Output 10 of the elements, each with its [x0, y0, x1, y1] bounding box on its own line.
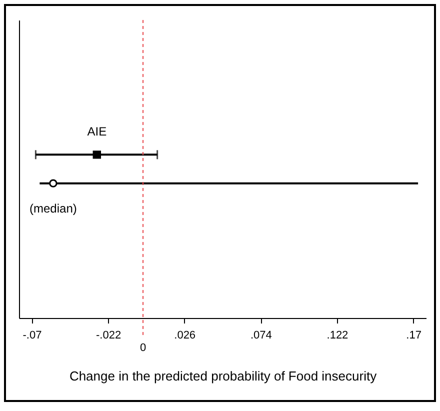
ref-line-label: 0 — [140, 342, 146, 354]
x-tick-label: -.07 — [22, 330, 42, 342]
series-label: (median) — [30, 201, 77, 216]
x-axis-title: Change in the predicted probability of Food insecurity — [69, 368, 378, 384]
x-tick-label: .122 — [326, 330, 348, 342]
x-tick-label: -.022 — [96, 330, 122, 342]
x-tick-label: .074 — [250, 330, 272, 342]
x-tick-label: .17 — [406, 330, 422, 342]
series-label: AIE — [87, 124, 107, 139]
x-tick-label: .026 — [174, 330, 196, 342]
